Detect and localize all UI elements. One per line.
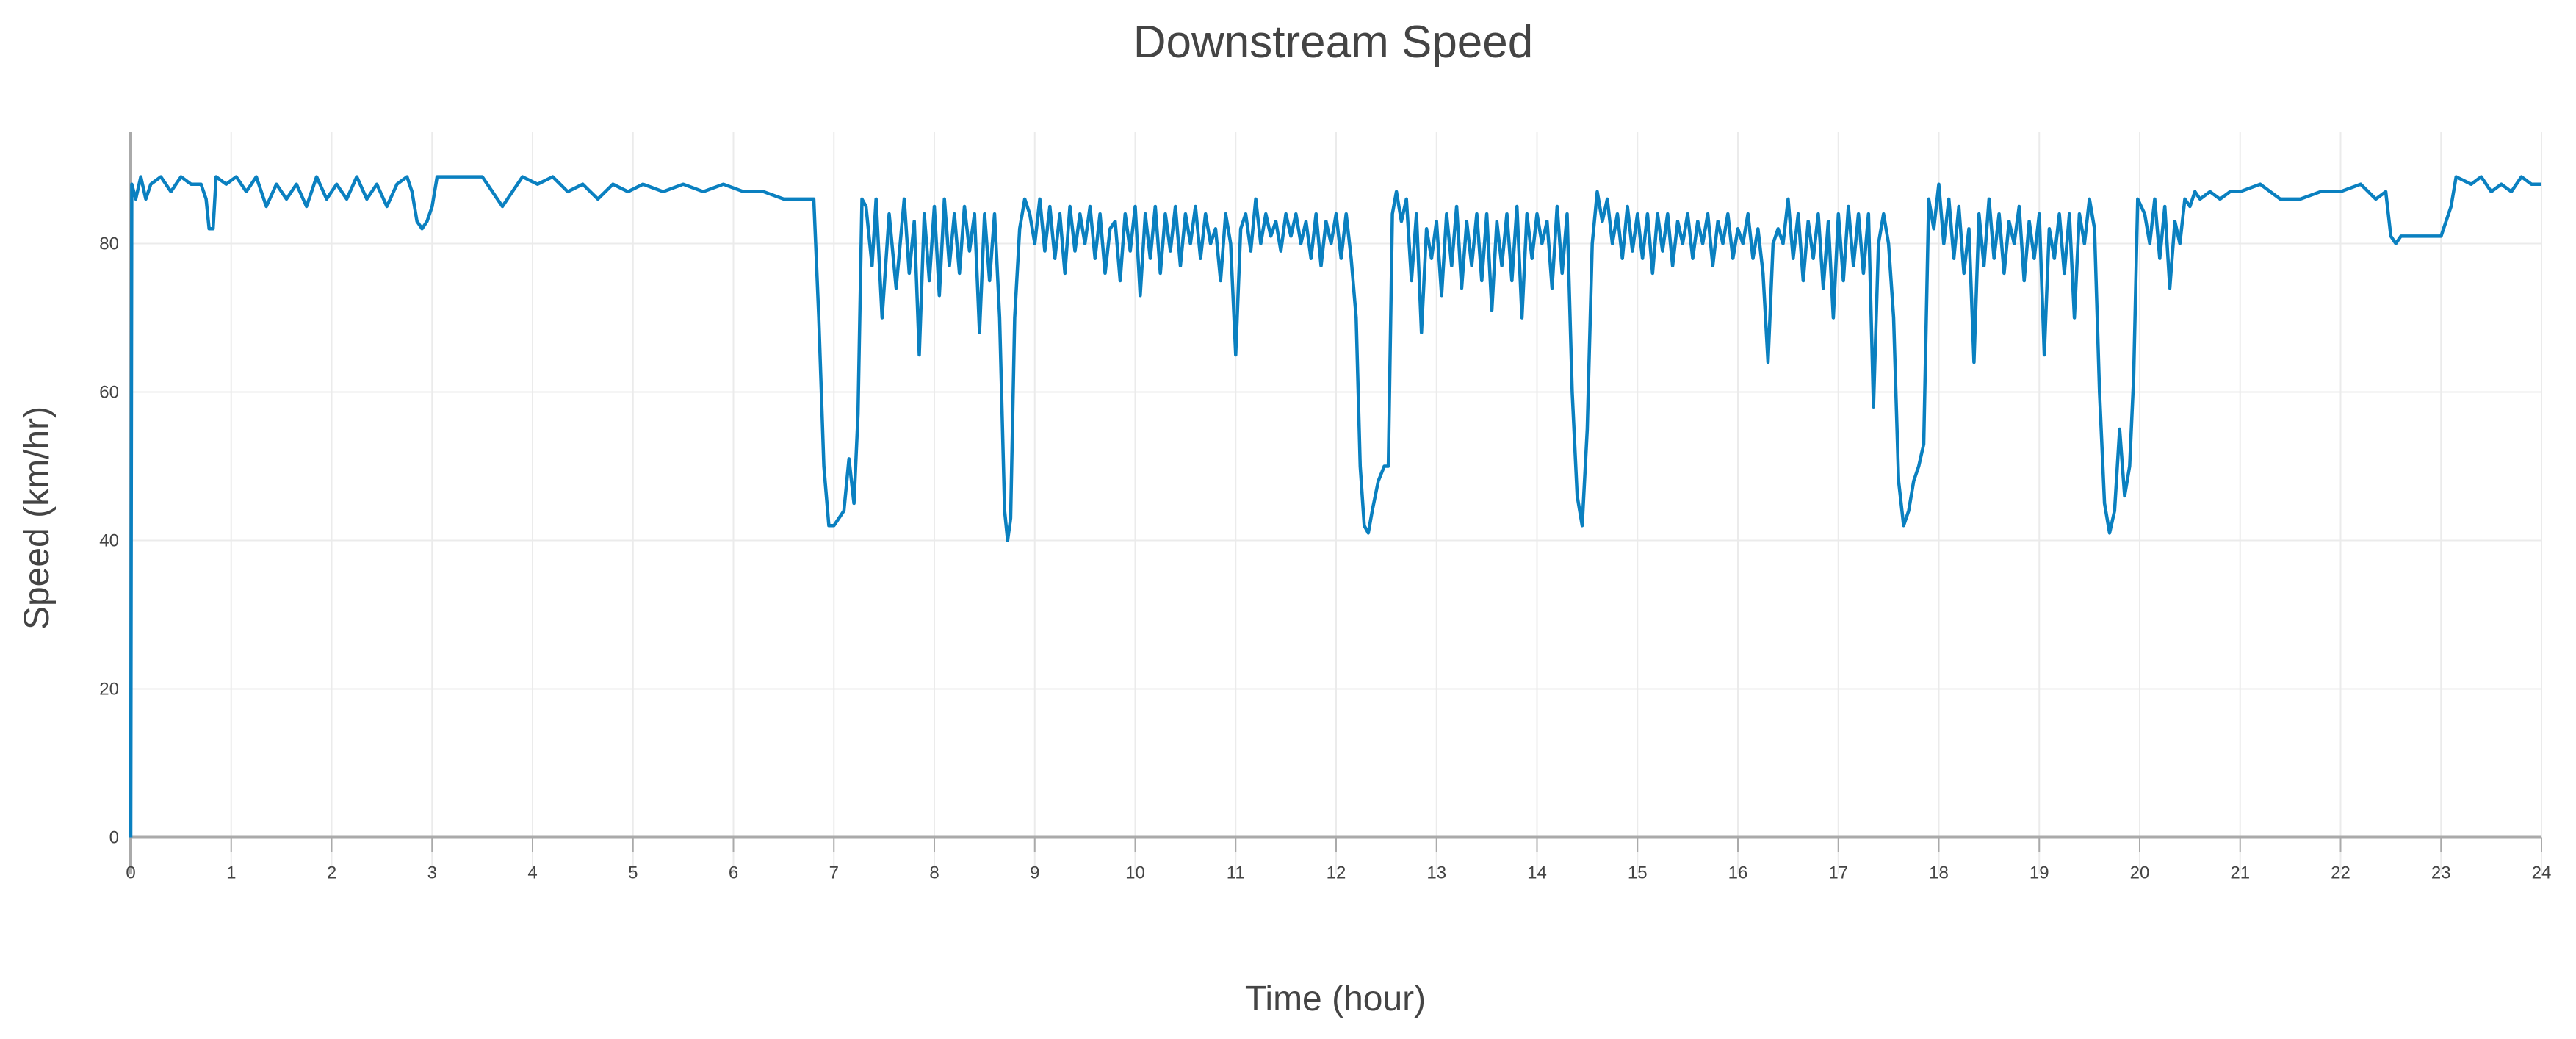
x-tick-label: 21 [2230,863,2250,883]
x-tick-label: 24 [2532,863,2552,883]
x-tick-label: 2 [327,863,336,883]
x-tick-label: 19 [2030,863,2049,883]
x-tick-label: 1 [226,863,236,883]
y-tick-label: 60 [99,383,119,403]
series-layer [129,175,2541,838]
grid-layer [131,132,2542,874]
x-axis-title: Time (hour) [1245,979,1426,1018]
x-tick-label: 22 [2331,863,2350,883]
chart-title: Downstream Speed [1133,17,1534,68]
y-tick-label: 20 [99,680,119,700]
x-tick-label: 23 [2431,863,2451,883]
x-tick-label: 18 [1929,863,1949,883]
x-tick-label: 5 [628,863,638,883]
x-tick-label: 6 [729,863,738,883]
y-tick-label: 0 [109,828,119,848]
y-tick-label: 80 [99,234,119,254]
x-tick-label: 16 [1728,863,1748,883]
x-tick-label: 9 [1030,863,1039,883]
x-tick-label: 0 [126,863,135,883]
x-tick-label: 20 [2130,863,2150,883]
y-axis-title: Speed (km/hr) [18,406,57,630]
x-tick-label: 7 [829,863,839,883]
x-tick-label: 12 [1327,863,1346,883]
x-tick-label: 4 [527,863,537,883]
x-tick-label: 8 [929,863,939,883]
x-tick-label: 10 [1125,863,1145,883]
x-tick-label: 13 [1426,863,1446,883]
tick-labels: 0 1 2 3 4 5 6 7 8 9 10 11 12 13 14 15 16 17 18 19 20 21 22 23 24… [99,234,2551,883]
x-tick-label: 17 [1828,863,1848,883]
y-tick-label: 40 [99,531,119,551]
speed-series-line [129,175,2541,838]
x-tick-label: 3 [427,863,437,883]
x-tick-label: 11 [1227,863,1245,883]
x-tick-label: 14 [1527,863,1547,883]
x-tick-label: 15 [1628,863,1648,883]
